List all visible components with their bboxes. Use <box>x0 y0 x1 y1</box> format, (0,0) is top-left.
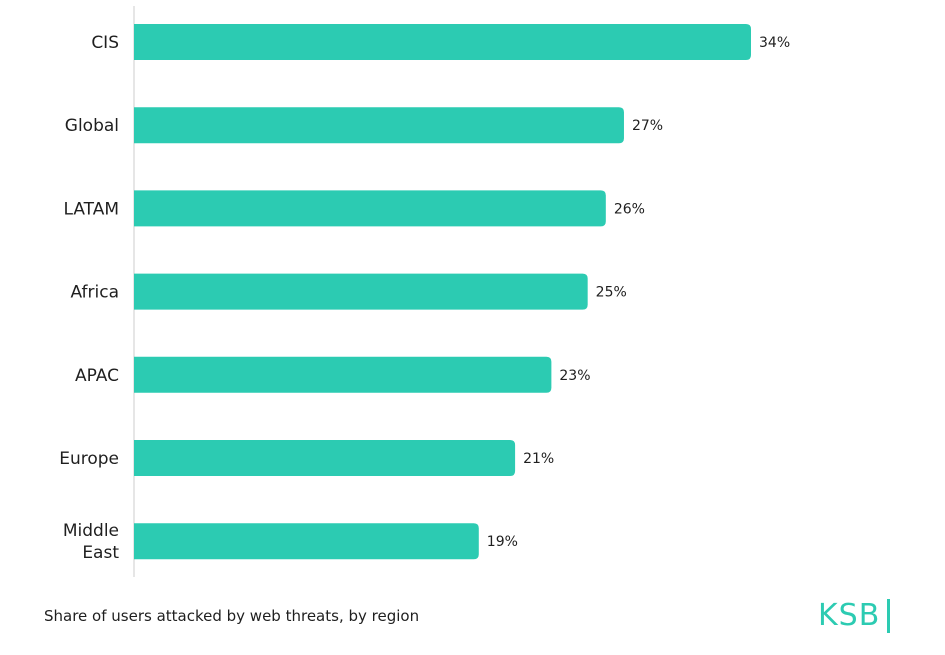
bar-middle-east <box>134 523 479 560</box>
ksb-logo: KSB <box>818 598 891 634</box>
logo-text: KSB <box>818 598 881 633</box>
bar-cis <box>134 24 751 60</box>
category-label: Middle <box>63 521 119 541</box>
bar-apac <box>134 356 552 393</box>
bar-global <box>134 107 624 144</box>
category-label: APAC <box>75 366 119 386</box>
category-label: Europe <box>59 449 119 469</box>
category-label: Global <box>65 116 119 136</box>
category-label: CIS <box>91 33 119 53</box>
category-label: Africa <box>71 283 120 303</box>
bar-europe <box>134 440 516 476</box>
value-label: 19% <box>487 534 518 550</box>
value-label: 23% <box>559 368 590 384</box>
bar-latam <box>134 190 606 227</box>
value-label: 26% <box>614 201 645 217</box>
value-label: 27% <box>632 118 663 134</box>
category-label: LATAM <box>63 199 119 219</box>
value-label: 21% <box>523 451 554 467</box>
bar-africa <box>134 273 588 310</box>
logo-bar-icon <box>887 599 891 633</box>
value-label: 25% <box>596 285 627 301</box>
bar-chart: 34% CIS 27% Global 26% LATAM 25% Africa 23% APAC 2… <box>59 6 790 577</box>
value-label: 34% <box>759 35 790 51</box>
chart-caption: Share of users attacked by web threats, … <box>44 607 420 625</box>
category-label: East <box>82 543 119 563</box>
